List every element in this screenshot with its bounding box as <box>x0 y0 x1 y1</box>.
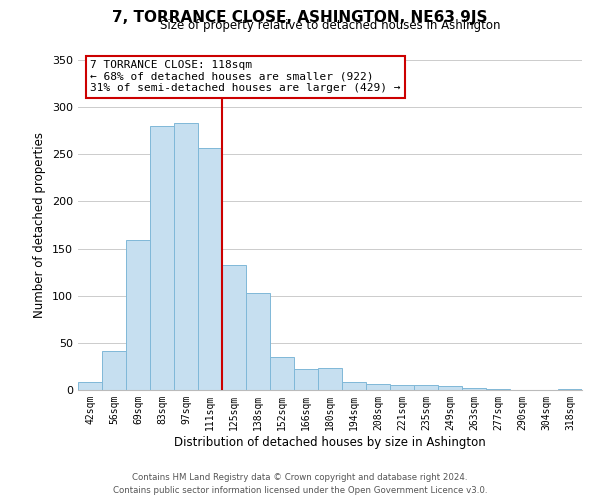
Title: Size of property relative to detached houses in Ashington: Size of property relative to detached ho… <box>160 20 500 32</box>
Bar <box>78 382 102 390</box>
Bar <box>222 264 246 390</box>
Bar <box>318 368 342 390</box>
Bar <box>342 382 366 390</box>
Bar <box>270 357 294 390</box>
Text: Contains HM Land Registry data © Crown copyright and database right 2024.
Contai: Contains HM Land Registry data © Crown c… <box>113 474 487 495</box>
Bar <box>462 388 486 390</box>
Bar <box>486 389 510 390</box>
Bar <box>198 148 222 390</box>
Bar <box>366 384 390 390</box>
Y-axis label: Number of detached properties: Number of detached properties <box>34 132 46 318</box>
Bar <box>246 293 270 390</box>
Bar <box>126 240 150 390</box>
Text: 7 TORRANCE CLOSE: 118sqm
← 68% of detached houses are smaller (922)
31% of semi-: 7 TORRANCE CLOSE: 118sqm ← 68% of detach… <box>90 60 401 93</box>
Bar <box>558 389 582 390</box>
Bar <box>174 123 198 390</box>
Bar <box>414 386 438 390</box>
Bar <box>390 386 414 390</box>
Bar <box>150 126 174 390</box>
Text: 7, TORRANCE CLOSE, ASHINGTON, NE63 9JS: 7, TORRANCE CLOSE, ASHINGTON, NE63 9JS <box>112 10 488 25</box>
X-axis label: Distribution of detached houses by size in Ashington: Distribution of detached houses by size … <box>174 436 486 448</box>
Bar <box>438 386 462 390</box>
Bar <box>294 370 318 390</box>
Bar <box>102 352 126 390</box>
